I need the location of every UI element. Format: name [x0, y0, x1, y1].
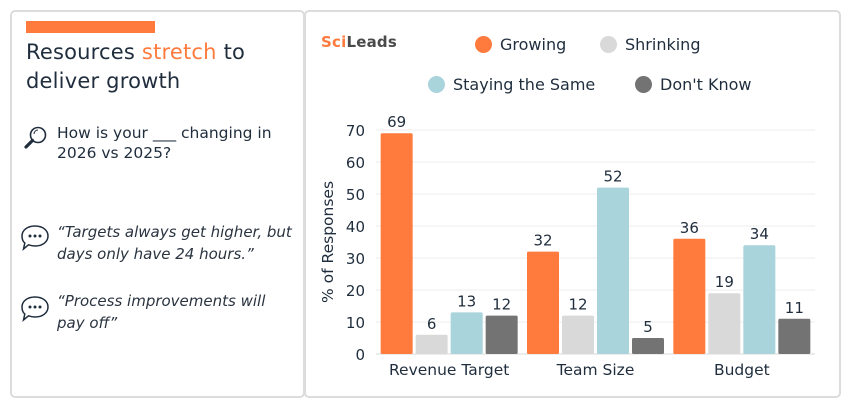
legend-item-staying: Staying the Same	[428, 75, 595, 94]
data-label: 52	[603, 168, 622, 186]
legend-label: Don't Know	[660, 75, 752, 94]
bar	[778, 318, 811, 354]
title-text-end: to deliver growth	[26, 40, 246, 93]
legend-item-shrinking: Shrinking	[600, 35, 700, 54]
quote-2: “Process improvements will pay off”	[57, 292, 266, 332]
bar	[708, 293, 741, 354]
bar	[485, 315, 518, 354]
legend-label: Shrinking	[625, 35, 701, 54]
bar	[673, 238, 706, 354]
bar	[415, 334, 448, 354]
y-tick-label: 20	[346, 282, 365, 300]
y-tick-label: 70	[346, 122, 365, 140]
data-label: 13	[457, 292, 476, 310]
scileads-logo: SciLeads	[321, 33, 397, 51]
legend-swatch	[635, 76, 652, 93]
legend-label: Growing	[500, 35, 567, 54]
x-tick-label: Revenue Target	[389, 361, 509, 379]
bar	[450, 312, 483, 354]
bar	[562, 315, 594, 354]
x-tick-label: Budget	[714, 361, 770, 379]
y-tick-label: 50	[346, 186, 365, 204]
legend-item-dont-know: Don't Know	[635, 75, 752, 94]
data-label: 5	[643, 318, 653, 336]
summary-panel	[10, 10, 305, 398]
logo-sci: Sci	[321, 33, 347, 51]
data-label: 6	[427, 315, 437, 333]
data-label: 12	[492, 296, 511, 314]
title-text: Resources	[26, 40, 142, 64]
data-label: 32	[533, 232, 552, 250]
bar	[632, 338, 664, 354]
y-tick-label: 10	[346, 314, 365, 332]
data-label: 19	[715, 273, 734, 291]
legend-swatch	[475, 36, 492, 53]
legend-label: Staying the Same	[453, 75, 596, 94]
speech-bubble-icon	[21, 296, 49, 322]
x-tick-label: Team Size	[556, 361, 635, 379]
bar	[743, 245, 776, 354]
bar	[597, 187, 629, 354]
magnifier-icon	[24, 126, 47, 149]
data-label: 12	[568, 296, 587, 314]
quote-1: “Targets always get higher, but days onl…	[57, 223, 292, 263]
legend-swatch	[428, 76, 445, 93]
speech-bubble-icon	[21, 225, 49, 251]
y-axis-label: % of Responses	[319, 181, 337, 303]
y-tick-label: 40	[346, 218, 365, 236]
y-tick-label: 30	[346, 250, 365, 268]
panel-title: Resources stretch to deliver growth	[26, 38, 296, 96]
accent-bar	[26, 21, 155, 33]
y-tick-label: 0	[355, 346, 365, 364]
logo-leads: Leads	[346, 33, 397, 51]
data-label: 11	[785, 299, 804, 317]
legend-item-growing: Growing	[475, 35, 566, 54]
y-tick-label: 60	[346, 154, 365, 172]
legend-swatch	[600, 36, 617, 53]
data-label: 36	[680, 219, 699, 237]
bar	[380, 133, 413, 354]
title-highlight: stretch	[141, 40, 217, 64]
data-label: 34	[750, 225, 769, 243]
data-label: 69	[387, 113, 406, 131]
bar	[527, 251, 559, 354]
survey-question: How is your ___ changing in 2026 vs 2025…	[57, 124, 272, 162]
